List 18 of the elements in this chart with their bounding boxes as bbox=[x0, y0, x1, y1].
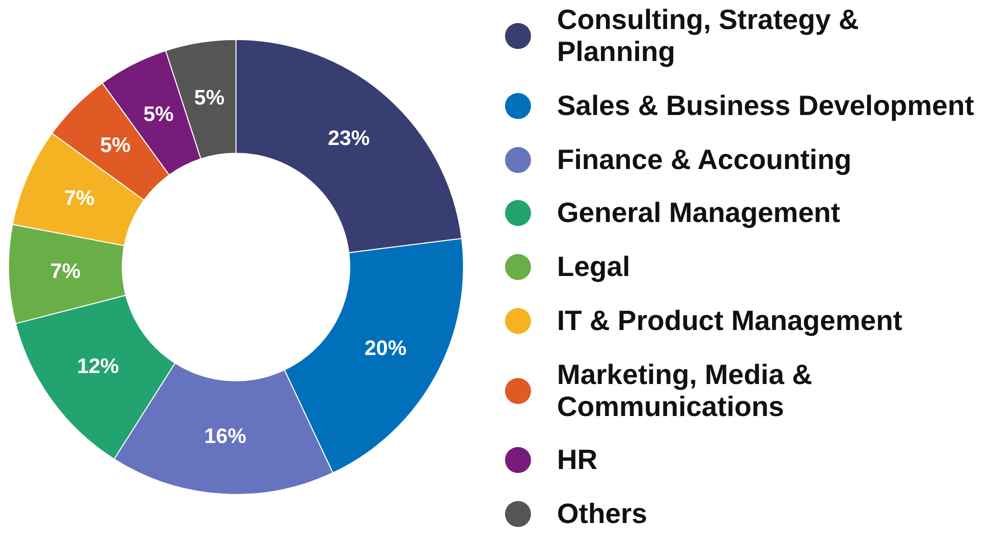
legend-label: IT & Product Management bbox=[557, 304, 902, 337]
data-label: 5% bbox=[194, 86, 225, 110]
data-label: 5% bbox=[143, 102, 174, 126]
data-label: 23% bbox=[328, 126, 370, 150]
data-label: 5% bbox=[100, 134, 131, 158]
data-label: 7% bbox=[50, 260, 81, 284]
data-label: 16% bbox=[204, 425, 247, 448]
data-label: 20% bbox=[364, 336, 407, 360]
data-label: 12% bbox=[76, 355, 120, 378]
legend-label: Marketing, Media & Communications bbox=[557, 358, 814, 422]
legend-label: Finance & Accounting bbox=[557, 144, 852, 176]
legend-label: HR bbox=[557, 444, 598, 476]
legend-label: Sales & Business Development bbox=[557, 90, 974, 122]
legend-label: General Management bbox=[557, 197, 840, 230]
legend-label: Legal bbox=[557, 251, 630, 283]
legend-label: Others bbox=[557, 498, 648, 530]
legend-label: Consulting, Strategy & Planning bbox=[557, 4, 860, 68]
data-label: 7% bbox=[64, 187, 95, 210]
